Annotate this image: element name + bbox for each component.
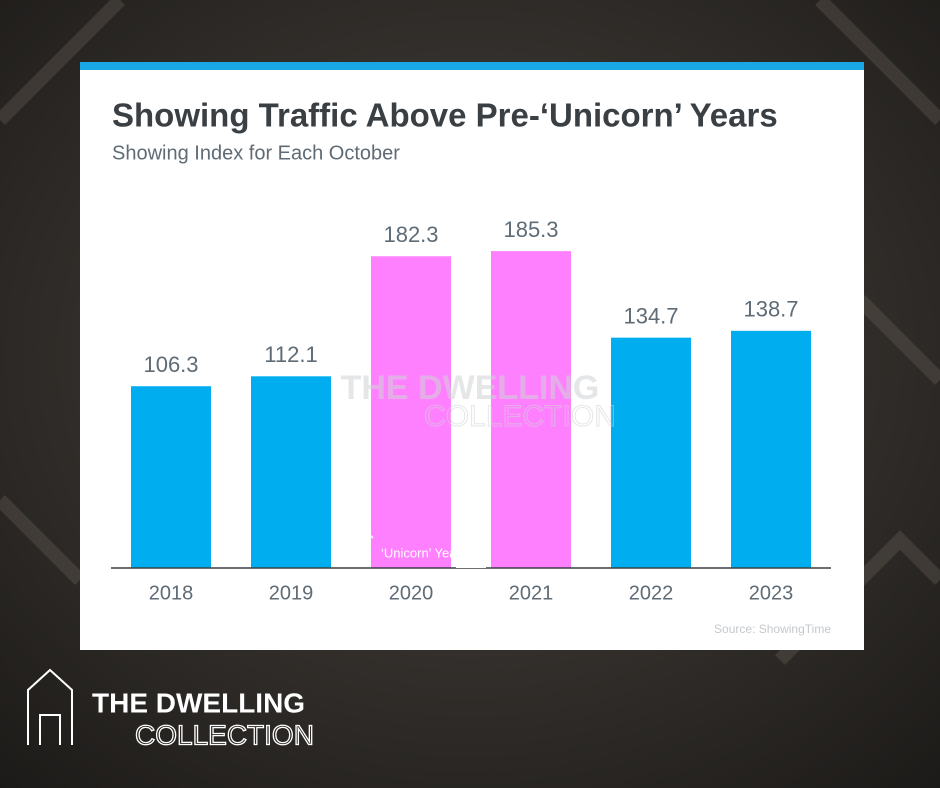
- chart-subtitle: Showing Index for Each October: [112, 142, 400, 164]
- value-label: 134.7: [623, 303, 678, 328]
- logo-text: COLLECTION: [135, 719, 314, 750]
- x-tick-label: 2022: [629, 582, 674, 604]
- value-label: 182.3: [383, 222, 438, 247]
- logo-text: THE DWELLING: [92, 687, 305, 718]
- background-pattern: [0, 0, 940, 665]
- value-label: 106.3: [143, 352, 198, 377]
- bar: [131, 386, 211, 568]
- bar: [491, 251, 571, 568]
- watermark: THE DWELLING: [341, 369, 600, 407]
- value-label: 138.7: [743, 297, 798, 322]
- chart-title: Showing Traffic Above Pre-‘Unicorn’ Year…: [112, 97, 778, 134]
- unicorn-icon: [340, 520, 374, 550]
- x-tick-label: 2019: [269, 582, 314, 604]
- bar: [611, 337, 691, 568]
- x-tick-label: 2020: [389, 582, 434, 604]
- source: Source: ShowingTime: [714, 622, 831, 636]
- watermark: COLLECTION: [424, 400, 616, 433]
- bar: [731, 330, 811, 568]
- x-tick-label: 2021: [509, 582, 554, 604]
- bar: [371, 256, 451, 568]
- logo-icon: [27, 668, 73, 745]
- x-tick-label: 2023: [749, 582, 794, 604]
- annotation-box: [456, 540, 486, 568]
- value-label: 112.1: [264, 342, 317, 367]
- x-tick-label: 2018: [149, 582, 194, 604]
- annotation: ‘Unicorn’ Years: [381, 545, 468, 560]
- bar: [251, 376, 331, 568]
- value-label: 185.3: [503, 217, 558, 242]
- plot: 106.3 2018 112.1 2019 182.3 2020 185.3 2021 134.…: [111, 217, 831, 604]
- card-stripe: [80, 62, 864, 70]
